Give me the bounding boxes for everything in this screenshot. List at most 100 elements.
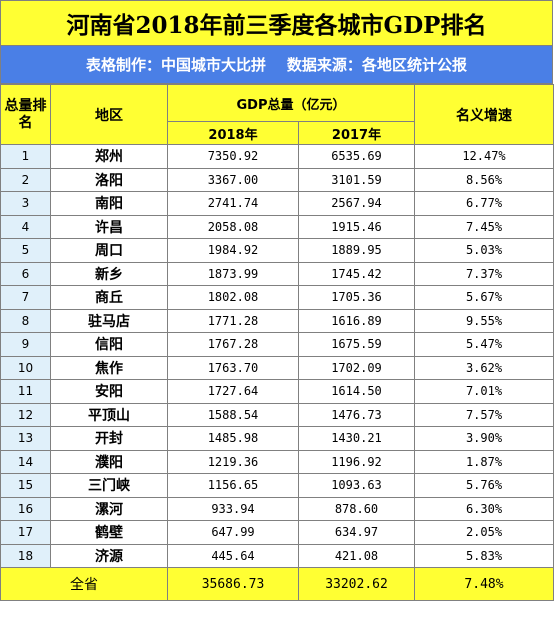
table-row[interactable]: 14 濮阳 1219.36 1196.92 1.87% [0, 449, 554, 474]
table-row[interactable]: 7 商丘 1802.08 1705.36 5.67% [0, 285, 554, 310]
rank-cell[interactable]: 18 [0, 543, 51, 568]
table-row[interactable]: 17 鹤壁 647.99 634.97 2.05% [0, 520, 554, 545]
region-cell[interactable]: 郑州 [50, 144, 168, 169]
rank-cell[interactable]: 11 [0, 379, 51, 404]
growth-cell[interactable]: 1.87% [414, 449, 554, 474]
rank-cell[interactable]: 6 [0, 261, 51, 286]
rank-cell[interactable]: 4 [0, 214, 51, 239]
growth-cell[interactable]: 12.47% [414, 144, 554, 169]
gdp-2017-cell[interactable]: 2567.94 [298, 191, 415, 216]
growth-cell[interactable]: 9.55% [414, 308, 554, 333]
table-row[interactable]: 3 南阳 2741.74 2567.94 6.77% [0, 191, 554, 216]
table-row[interactable]: 16 漯河 933.94 878.60 6.30% [0, 496, 554, 521]
growth-cell[interactable]: 7.37% [414, 261, 554, 286]
growth-cell[interactable]: 5.47% [414, 332, 554, 357]
region-cell[interactable]: 开封 [50, 426, 168, 451]
region-cell[interactable]: 焦作 [50, 355, 168, 380]
table-row[interactable]: 18 济源 445.64 421.08 5.83% [0, 543, 554, 568]
gdp-2018-cell[interactable]: 1763.70 [167, 355, 299, 380]
region-cell[interactable]: 鹤壁 [50, 520, 168, 545]
region-cell[interactable]: 三门峡 [50, 473, 168, 498]
region-cell[interactable]: 洛阳 [50, 167, 168, 192]
growth-cell[interactable]: 7.57% [414, 402, 554, 427]
gdp-2018-cell[interactable]: 1485.98 [167, 426, 299, 451]
gdp-2017-cell[interactable]: 1616.89 [298, 308, 415, 333]
table-row[interactable]: 10 焦作 1763.70 1702.09 3.62% [0, 355, 554, 380]
gdp-2018-cell[interactable]: 1219.36 [167, 449, 299, 474]
region-cell[interactable]: 漯河 [50, 496, 168, 521]
table-row[interactable]: 13 开封 1485.98 1430.21 3.90% [0, 426, 554, 451]
region-cell[interactable]: 济源 [50, 543, 168, 568]
rank-cell[interactable]: 7 [0, 285, 51, 310]
gdp-2017-cell[interactable]: 1196.92 [298, 449, 415, 474]
growth-cell[interactable]: 6.30% [414, 496, 554, 521]
table-row[interactable]: 2 洛阳 3367.00 3101.59 8.56% [0, 167, 554, 192]
growth-cell[interactable]: 7.01% [414, 379, 554, 404]
gdp-2017-cell[interactable]: 421.08 [298, 543, 415, 568]
gdp-2017-cell[interactable]: 1889.95 [298, 238, 415, 263]
gdp-2018-cell[interactable]: 7350.92 [167, 144, 299, 169]
gdp-2017-cell[interactable]: 1476.73 [298, 402, 415, 427]
table-row[interactable]: 8 驻马店 1771.28 1616.89 9.55% [0, 308, 554, 333]
growth-cell[interactable]: 5.76% [414, 473, 554, 498]
rank-cell[interactable]: 16 [0, 496, 51, 521]
rank-cell[interactable]: 9 [0, 332, 51, 357]
gdp-2017-cell[interactable]: 1430.21 [298, 426, 415, 451]
table-row[interactable]: 9 信阳 1767.28 1675.59 5.47% [0, 332, 554, 357]
gdp-2017-cell[interactable]: 1614.50 [298, 379, 415, 404]
growth-cell[interactable]: 7.45% [414, 214, 554, 239]
region-cell[interactable]: 南阳 [50, 191, 168, 216]
total-row[interactable]: 全省 35686.73 33202.62 7.48% [0, 567, 554, 601]
gdp-2018-cell[interactable]: 1873.99 [167, 261, 299, 286]
table-row[interactable]: 12 平顶山 1588.54 1476.73 7.57% [0, 402, 554, 427]
gdp-2017-cell[interactable]: 1705.36 [298, 285, 415, 310]
gdp-2018-cell[interactable]: 2058.08 [167, 214, 299, 239]
growth-cell[interactable]: 5.03% [414, 238, 554, 263]
region-cell[interactable]: 新乡 [50, 261, 168, 286]
gdp-2018-cell[interactable]: 647.99 [167, 520, 299, 545]
growth-cell[interactable]: 2.05% [414, 520, 554, 545]
gdp-2018-cell[interactable]: 1771.28 [167, 308, 299, 333]
growth-cell[interactable]: 6.77% [414, 191, 554, 216]
gdp-2018-cell[interactable]: 1984.92 [167, 238, 299, 263]
growth-cell[interactable]: 3.90% [414, 426, 554, 451]
growth-cell[interactable]: 3.62% [414, 355, 554, 380]
header-2018[interactable]: 2018年 [167, 121, 299, 145]
header-growth[interactable]: 名义增速 [414, 84, 554, 145]
growth-cell[interactable]: 5.83% [414, 543, 554, 568]
gdp-2018-cell[interactable]: 1802.08 [167, 285, 299, 310]
gdp-2017-cell[interactable]: 634.97 [298, 520, 415, 545]
table-row[interactable]: 11 安阳 1727.64 1614.50 7.01% [0, 379, 554, 404]
total-growth[interactable]: 7.48% [414, 567, 554, 601]
gdp-2018-cell[interactable]: 3367.00 [167, 167, 299, 192]
header-2017[interactable]: 2017年 [298, 121, 415, 145]
region-cell[interactable]: 许昌 [50, 214, 168, 239]
header-rank[interactable]: 总量排名 [0, 84, 51, 145]
header-region[interactable]: 地区 [50, 84, 168, 145]
gdp-2017-cell[interactable]: 3101.59 [298, 167, 415, 192]
gdp-2018-cell[interactable]: 1767.28 [167, 332, 299, 357]
region-cell[interactable]: 驻马店 [50, 308, 168, 333]
gdp-2018-cell[interactable]: 445.64 [167, 543, 299, 568]
total-label[interactable]: 全省 [0, 567, 168, 601]
growth-cell[interactable]: 8.56% [414, 167, 554, 192]
rank-cell[interactable]: 10 [0, 355, 51, 380]
rank-cell[interactable]: 2 [0, 167, 51, 192]
gdp-2017-cell[interactable]: 1915.46 [298, 214, 415, 239]
table-row[interactable]: 15 三门峡 1156.65 1093.63 5.76% [0, 473, 554, 498]
gdp-2018-cell[interactable]: 1588.54 [167, 402, 299, 427]
region-cell[interactable]: 平顶山 [50, 402, 168, 427]
rank-cell[interactable]: 13 [0, 426, 51, 451]
region-cell[interactable]: 周口 [50, 238, 168, 263]
rank-cell[interactable]: 5 [0, 238, 51, 263]
total-gdp-2017[interactable]: 33202.62 [298, 567, 415, 601]
region-cell[interactable]: 商丘 [50, 285, 168, 310]
gdp-2018-cell[interactable]: 1727.64 [167, 379, 299, 404]
table-row[interactable]: 6 新乡 1873.99 1745.42 7.37% [0, 261, 554, 286]
region-cell[interactable]: 安阳 [50, 379, 168, 404]
growth-cell[interactable]: 5.67% [414, 285, 554, 310]
header-gdp-total[interactable]: GDP总量（亿元） [167, 84, 415, 122]
rank-cell[interactable]: 8 [0, 308, 51, 333]
gdp-2017-cell[interactable]: 1093.63 [298, 473, 415, 498]
rank-cell[interactable]: 1 [0, 144, 51, 169]
